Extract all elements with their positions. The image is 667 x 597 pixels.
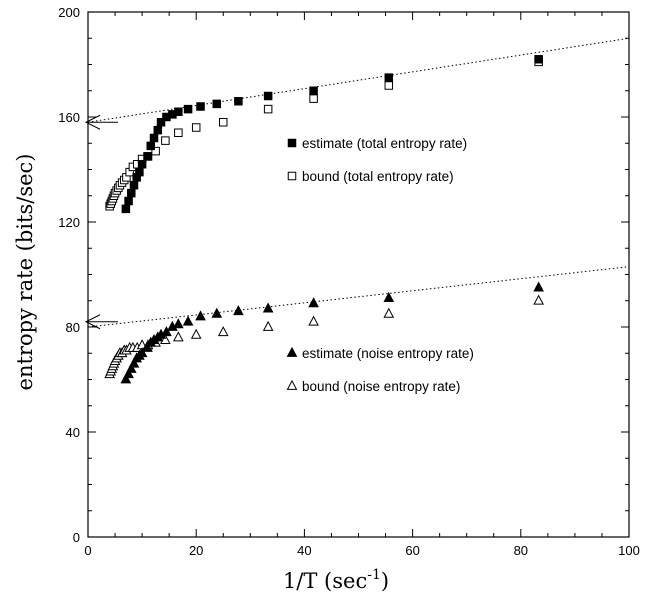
y-tick-label: 160	[58, 110, 80, 125]
data-point	[263, 104, 273, 114]
data-point	[146, 141, 156, 151]
fit-line	[87, 37, 630, 123]
data-point	[190, 328, 202, 339]
x-tick-label: 0	[84, 543, 91, 558]
data-point	[121, 204, 131, 214]
legend-label: estimate (total entropy rate)	[302, 136, 467, 151]
y-tick-label: 200	[58, 5, 80, 20]
data-point	[308, 297, 319, 308]
axis-ticks	[87, 11, 630, 538]
data-point	[534, 55, 543, 64]
data-point	[383, 291, 395, 303]
data-point	[173, 331, 184, 342]
legend-marker	[286, 379, 298, 390]
data-point	[309, 94, 318, 103]
data-point	[173, 318, 184, 329]
data-point	[212, 99, 222, 109]
data-point	[383, 307, 395, 318]
data-point	[219, 118, 228, 127]
data-point	[136, 347, 148, 358]
legend-marker	[287, 171, 297, 181]
data-point	[211, 307, 223, 318]
x-axis-title-end: )	[381, 569, 389, 593]
data-point	[217, 326, 229, 337]
data-point	[262, 320, 274, 331]
x-axis-title: 1/T (sec-1)	[283, 567, 389, 593]
data-point	[135, 167, 144, 177]
y-tick-label: 120	[58, 215, 80, 230]
y-axis-title: entropy rate (bits/sec)	[13, 154, 37, 391]
data-point	[125, 362, 137, 373]
data-point	[191, 123, 201, 132]
data-point	[309, 86, 318, 95]
arrow-head	[84, 314, 101, 330]
data-point	[143, 152, 152, 161]
data-point	[233, 305, 244, 316]
legend-label: estimate (noise entropy rate)	[302, 346, 474, 361]
y-tick-label: 0	[73, 530, 80, 545]
x-tick-label: 60	[405, 543, 419, 558]
data-point	[384, 73, 394, 82]
legend-marker	[287, 138, 297, 148]
data-point	[533, 281, 544, 292]
axis-tick-labels: 0 20 40 60 80 100 0 40 80 120 160 200	[58, 5, 640, 558]
data-point	[263, 91, 273, 101]
data-point	[262, 302, 274, 313]
fit-lines	[87, 37, 630, 328]
data-point	[156, 118, 166, 127]
data-point	[196, 102, 205, 111]
data-point	[124, 196, 133, 206]
data-point	[123, 368, 134, 379]
data-point	[195, 310, 206, 321]
x-tick-label: 20	[189, 543, 203, 558]
data-point	[128, 357, 140, 368]
asymptote-arrows	[84, 114, 118, 330]
x-tick-label: 100	[618, 543, 640, 558]
legend: estimate (total entropy rate) bound (tota…	[286, 136, 474, 394]
data-point	[127, 188, 136, 198]
data-point	[142, 341, 153, 352]
data-point	[234, 97, 243, 106]
fit-line	[87, 266, 630, 328]
data-point	[174, 128, 183, 137]
data-point	[308, 315, 319, 326]
x-axis-title-superscript: -1	[367, 567, 381, 583]
data-point	[533, 294, 544, 305]
data-point	[129, 181, 139, 190]
data-point	[137, 160, 147, 169]
data-point	[384, 81, 394, 90]
legend-label: bound (total entropy rate)	[302, 169, 454, 184]
legend-marker	[286, 346, 298, 357]
data-point	[151, 146, 160, 156]
y-tick-label: 40	[66, 425, 80, 440]
x-tick-label: 80	[514, 543, 528, 558]
data-point	[161, 326, 172, 337]
data-point	[182, 315, 194, 326]
data-point	[153, 125, 163, 135]
data-point	[161, 136, 170, 145]
x-tick-label: 40	[297, 543, 311, 558]
y-tick-label: 80	[66, 320, 80, 335]
data-point	[174, 107, 183, 116]
x-axis-title-main: 1/T (sec	[283, 569, 367, 593]
data-point	[183, 104, 193, 114]
data-point	[149, 133, 159, 143]
data-point	[120, 373, 132, 384]
arrow-head	[84, 114, 101, 130]
data-points	[104, 55, 544, 384]
legend-label: bound (noise entropy rate)	[302, 379, 460, 394]
plot-frame	[87, 11, 630, 538]
